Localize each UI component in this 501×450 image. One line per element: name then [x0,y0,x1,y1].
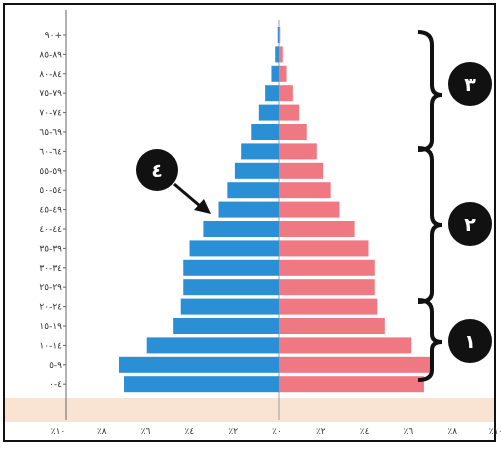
y-tick-label: ٢٤-٢٠ [39,303,62,313]
bar-right-11 [279,240,369,257]
x-tick-label: ٪٤ [360,427,370,437]
bar-right-13 [279,279,375,296]
bars-group [118,27,431,393]
x-tick-labels: ٪١٠ ٪٨ ٪٦ ٪٤ ٪٢ ٪٠ ٪٢ ٪٤ ٪٦ ٪٨ ٪١٠ [51,427,501,437]
y-tick-label: ٤٩-٤٥ [39,206,62,216]
y-tick-label: ١٩-١٥ [39,322,62,332]
y-tick-label: ٩-٥ [49,361,62,371]
bar-left-5 [251,124,279,140]
bar-right-12 [279,259,375,276]
badge-group-2: ٢ [448,202,492,246]
y-tick-label: ٤-٠ [49,380,62,390]
x-tick-label: ٪٦ [141,427,151,437]
bar-left-12 [183,259,279,276]
bar-right-14 [279,298,378,315]
bar-left-16 [146,337,279,354]
badge-group-1: ١ [448,319,492,363]
bar-left-2 [271,65,279,82]
bar-right-8 [279,182,331,199]
bar-left-14 [180,298,279,315]
y-tick-label: ٣٤-٣٠ [39,264,62,274]
bar-right-4 [279,104,300,121]
bar-left-0 [277,27,279,43]
bar-left-4 [258,104,279,121]
bar-left-13 [183,279,279,296]
bar-right-10 [279,221,355,237]
y-tick-label: ٧٤-٧٠ [39,109,62,119]
y-tick-label: ٩٠+ [45,31,62,41]
y-tick-label: ٦٤-٦٠ [39,147,62,157]
x-tick-label: ٪٢ [228,427,238,437]
badge-pointer-4: ٤ [136,149,211,214]
x-tick-label: ٪٨ [447,427,457,437]
x-tick-label: ٪٢ [316,427,326,437]
bar-right-3 [279,85,293,102]
bracket-group-3 [417,30,443,152]
y-tick-label: ٧٩-٧٥ [39,89,62,99]
bar-left-7 [234,162,279,179]
bar-left-6 [241,143,279,160]
y-tick-label: ٦٩-٦٥ [39,128,62,138]
bar-right-7 [279,162,324,179]
y-tick-label: ٨٤-٨٠ [39,70,62,80]
bar-right-2 [279,65,287,82]
bracket-group-2 [417,146,443,304]
y-tick-label: ٣٩-٣٥ [39,244,62,254]
pointer-arrowhead [194,199,211,214]
y-tick-label: ٥٩-٥٥ [39,167,62,177]
badge-group-1-label: ١ [464,331,476,353]
y-tick-label: ٨٩-٨٥ [39,50,62,60]
bar-right-15 [279,318,385,334]
bar-right-6 [279,143,317,160]
bar-right-0 [279,27,281,43]
x-tick-label: ٪١٠ [489,427,501,437]
bar-right-9 [279,201,340,218]
x-tick-label: ٪٨ [97,427,107,437]
bar-left-3 [265,85,279,102]
bar-left-17 [118,356,279,373]
bar-left-15 [173,318,279,334]
bar-left-10 [203,221,279,237]
badge-pointer-4-label: ٤ [151,160,163,182]
y-tick-label: ٤٤-٤٠ [39,225,62,235]
bar-right-16 [279,337,412,354]
bar-left-11 [189,240,279,257]
pointer-arrow-line [173,182,201,208]
y-tick-label: ٥٤-٥٠ [39,186,62,196]
badge-group-3-label: ٣ [464,74,476,96]
bar-right-17 [279,356,431,373]
bar-left-18 [124,376,280,393]
highlight-band [5,398,494,422]
bar-left-9 [218,201,279,218]
badge-group-2-label: ٢ [464,214,476,236]
y-tick-labels: ٩٠+ ٨٩-٨٥ ٨٤-٨٠ ٧٩-٧٥ ٧٤-٧٠ ٦٩-٦٥ ٦٤-٦٠ ٥٩-٥٥ ٥٤… [39,31,66,390]
y-tick-label: ١٤-١٠ [39,341,62,351]
bracket-group-1 [417,298,443,382]
x-tick-label: ٪٦ [404,427,414,437]
y-tick-label: ٢٩-٢٥ [39,283,62,293]
bar-right-1 [279,46,283,63]
bar-right-5 [279,124,307,140]
x-tick-label: ٪٠ [272,427,282,437]
bar-left-8 [227,182,279,199]
badge-group-3: ٣ [448,62,492,106]
bar-right-18 [279,376,424,393]
x-tick-label: ٪١٠ [51,427,66,437]
x-tick-label: ٪٤ [185,427,195,437]
bar-left-1 [275,46,279,63]
